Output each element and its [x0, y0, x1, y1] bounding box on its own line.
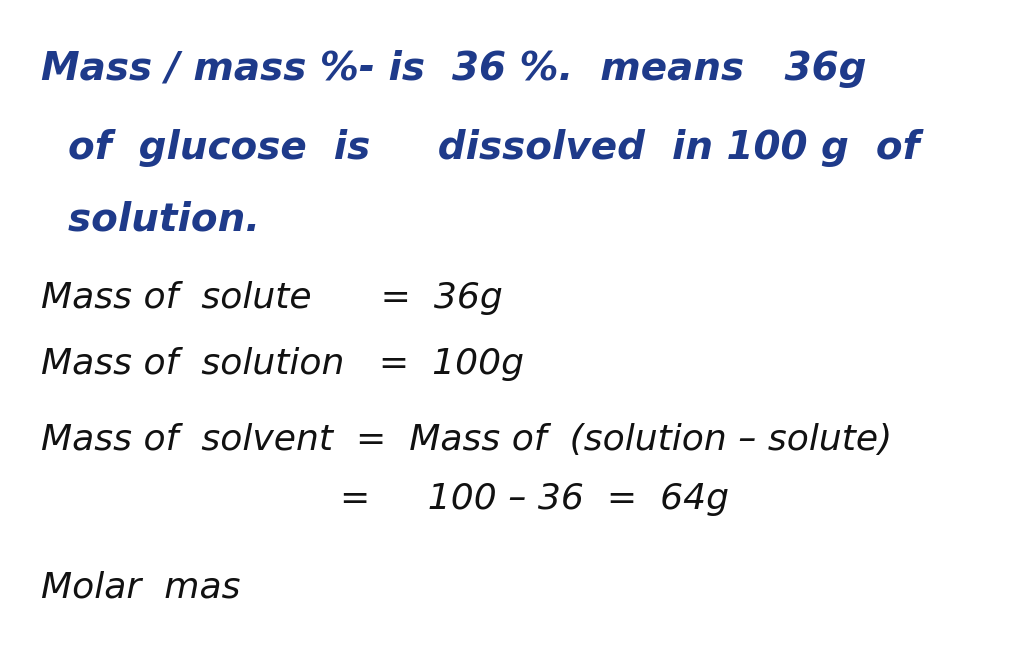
Text: Mass of  solution   =  100g: Mass of solution = 100g	[41, 347, 524, 381]
Text: Mass / mass %- is  36 %.  means   36g: Mass / mass %- is 36 %. means 36g	[41, 50, 866, 88]
Text: Molar  mas: Molar mas	[41, 570, 241, 604]
Text: Mass of  solute      =  36g: Mass of solute = 36g	[41, 281, 503, 316]
Text: of  glucose  is     dissolved  in 100 g  of: of glucose is dissolved in 100 g of	[41, 129, 920, 167]
Text: solution.: solution.	[41, 201, 260, 239]
Text: Mass of  solvent  =  Mass of  (solution – solute): Mass of solvent = Mass of (solution – so…	[41, 422, 892, 457]
Text: =     100 – 36  =  64g: = 100 – 36 = 64g	[41, 482, 729, 516]
